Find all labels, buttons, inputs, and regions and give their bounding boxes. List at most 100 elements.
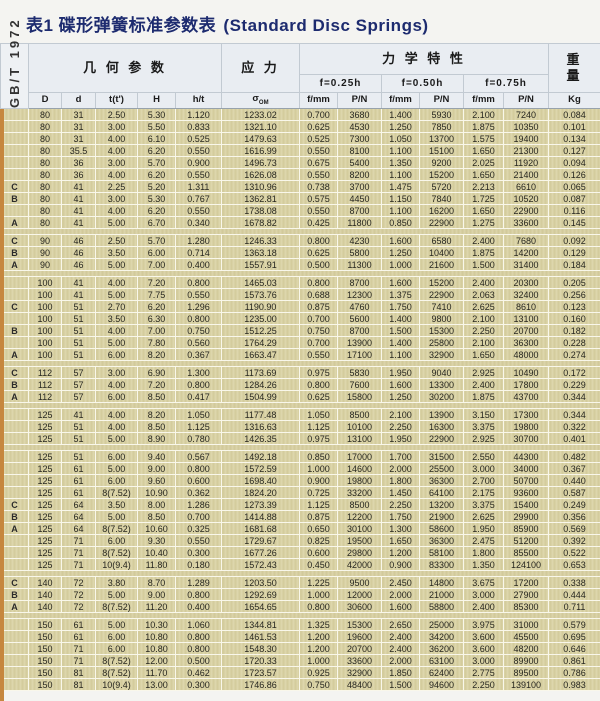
data-cell: 1.400 — [382, 109, 420, 121]
data-cell: 3.975 — [464, 619, 504, 631]
data-cell: 1.350 — [464, 559, 504, 571]
data-cell: 2.000 — [382, 655, 420, 667]
data-cell: 124100 — [504, 559, 549, 571]
data-cell: 0.400 — [176, 259, 222, 271]
data-cell: 1310.96 — [222, 181, 300, 193]
col-header-f2: f/mm — [382, 93, 420, 109]
data-cell: 8100 — [338, 145, 382, 157]
data-cell: 46 — [62, 247, 96, 259]
data-cell: 0.550 — [176, 205, 222, 217]
data-cell: 125 — [29, 433, 62, 445]
data-cell: 34200 — [420, 631, 464, 643]
data-cell: 2.000 — [382, 589, 420, 601]
class-cell: B — [1, 193, 29, 205]
data-cell: 100 — [29, 325, 62, 337]
data-cell: 1.275 — [464, 217, 504, 229]
class-cell — [1, 205, 29, 217]
data-cell: 0.180 — [176, 559, 222, 571]
data-cell: 41 — [62, 217, 96, 229]
data-cell: 0.126 — [549, 169, 600, 181]
data-cell: 0.675 — [300, 157, 338, 169]
data-cell: 1479.63 — [222, 133, 300, 145]
class-cell — [1, 679, 29, 691]
data-cell: 1233.02 — [222, 109, 300, 121]
data-cell: 9.60 — [138, 475, 176, 487]
data-cell: 1.100 — [382, 145, 420, 157]
data-cell: 3.00 — [96, 121, 138, 133]
data-cell: 10(9.4) — [96, 679, 138, 691]
data-cell: 0.925 — [300, 667, 338, 679]
data-cell: 0.425 — [300, 217, 338, 229]
data-cell: 14800 — [420, 577, 464, 589]
data-cell: 32400 — [504, 289, 549, 301]
data-cell: 4530 — [338, 121, 382, 133]
data-cell: 0.900 — [300, 475, 338, 487]
data-cell: 9800 — [420, 313, 464, 325]
class-cell — [1, 409, 29, 421]
data-cell: 1.575 — [464, 133, 504, 145]
class-cell — [1, 475, 29, 487]
data-cell: 2.250 — [382, 421, 420, 433]
data-cell: 89900 — [504, 655, 549, 667]
data-cell: 94600 — [420, 679, 464, 691]
data-cell: 1504.99 — [222, 391, 300, 403]
page-title: 表1 碟形弹簧标准参数表 (Standard Disc Springs) — [0, 0, 600, 43]
data-cell: 13900 — [338, 337, 382, 349]
data-cell: 25000 — [420, 619, 464, 631]
col-header-t: t(t') — [96, 93, 138, 109]
class-cell — [1, 289, 29, 301]
data-cell: 36300 — [504, 337, 549, 349]
data-cell: 8500 — [338, 409, 382, 421]
data-cell: 5.00 — [96, 217, 138, 229]
data-cell: 3.675 — [464, 577, 504, 589]
data-cell: 2.925 — [464, 367, 504, 379]
data-cell: 0.400 — [176, 601, 222, 613]
data-cell: 150 — [29, 679, 62, 691]
data-cell: 61 — [62, 463, 96, 475]
data-cell: 80 — [29, 205, 62, 217]
data-cell: 7.20 — [138, 277, 176, 289]
data-cell: 8.50 — [138, 391, 176, 403]
data-cell: 1.280 — [176, 235, 222, 247]
data-cell: 1738.08 — [222, 205, 300, 217]
data-cell: 0.392 — [549, 535, 600, 547]
data-cell: 9200 — [420, 157, 464, 169]
data-cell: 1173.69 — [222, 367, 300, 379]
data-cell: 41 — [62, 409, 96, 421]
data-cell: 13300 — [420, 379, 464, 391]
data-cell: 0.344 — [549, 409, 600, 421]
data-cell: 9.30 — [138, 535, 176, 547]
data-cell: 42000 — [338, 559, 382, 571]
data-cell: 1.950 — [382, 433, 420, 445]
data-cell: 1723.57 — [222, 667, 300, 679]
data-cell: 150 — [29, 643, 62, 655]
class-cell: A — [1, 349, 29, 361]
data-cell: 85900 — [504, 523, 549, 535]
data-cell: 5800 — [338, 247, 382, 259]
data-cell: 1284.26 — [222, 379, 300, 391]
data-cell: 1557.91 — [222, 259, 300, 271]
data-cell: 0.625 — [300, 121, 338, 133]
data-cell: 80 — [29, 217, 62, 229]
data-cell: 0.600 — [176, 475, 222, 487]
data-cell: 1.650 — [464, 145, 504, 157]
data-cell: 1.000 — [300, 655, 338, 667]
data-cell: 13700 — [420, 133, 464, 145]
data-cell: 3.00 — [96, 193, 138, 205]
data-cell: 31 — [62, 121, 96, 133]
data-cell: 1.100 — [382, 349, 420, 361]
data-cell: 140 — [29, 589, 62, 601]
data-cell: 1.311 — [176, 181, 222, 193]
data-cell: 1.100 — [382, 205, 420, 217]
data-cell: 1.200 — [300, 631, 338, 643]
data-cell: 57 — [62, 367, 96, 379]
data-cell: 1677.26 — [222, 547, 300, 559]
